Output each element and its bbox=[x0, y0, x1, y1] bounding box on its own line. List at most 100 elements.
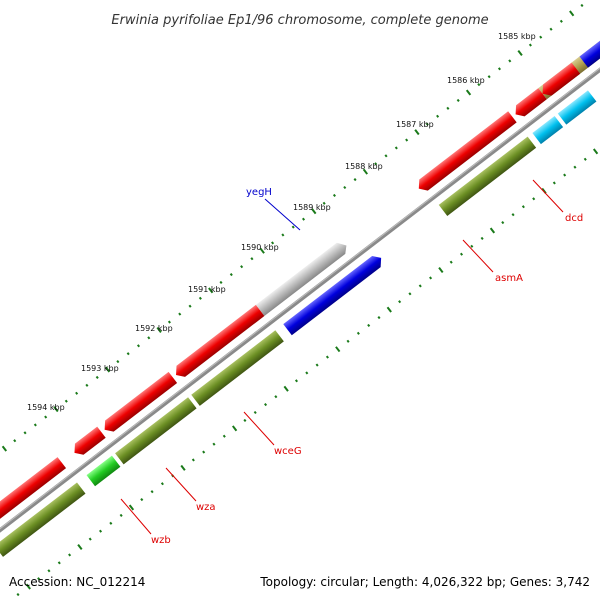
inner-tick-mark bbox=[150, 490, 154, 494]
outer-tick-mark bbox=[580, 3, 584, 8]
inner-tick-mark bbox=[274, 395, 278, 399]
tick-label-1586: 1586 kbp bbox=[447, 76, 485, 85]
outer-tick-mark bbox=[259, 247, 265, 254]
tick-label-1585: 1585 kbp bbox=[498, 32, 536, 41]
leader-wzb bbox=[120, 498, 152, 535]
gene-label-wzb: wzb bbox=[151, 535, 171, 546]
outer-tick-mark bbox=[508, 59, 512, 63]
gene-label-wza: wza bbox=[196, 502, 216, 513]
inner-tick-mark bbox=[335, 346, 341, 353]
inner-tick-mark bbox=[294, 379, 299, 383]
outer-tick-mark bbox=[126, 352, 130, 356]
inner-tick-mark bbox=[356, 331, 360, 335]
outer-tick-mark bbox=[456, 98, 460, 103]
outer-tick-mark bbox=[23, 431, 27, 435]
inner-tick-mark bbox=[386, 306, 392, 313]
outer-tick-mark bbox=[414, 129, 420, 136]
feature-blue-yegH bbox=[283, 256, 382, 336]
inner-tick-mark bbox=[541, 187, 547, 194]
tick-label-1589: 1589 kbp bbox=[293, 203, 331, 212]
inner-tick-mark bbox=[489, 227, 496, 234]
outer-tick-mark bbox=[374, 162, 378, 166]
tick-label-1588: 1588 kbp bbox=[345, 162, 383, 171]
outer-tick-mark bbox=[569, 10, 575, 17]
outer-tick-mark bbox=[136, 344, 141, 348]
outer-tick-mark bbox=[322, 201, 326, 205]
inner-tick-mark bbox=[470, 244, 474, 248]
inner-tick-mark bbox=[325, 355, 329, 359]
outer-tick-mark bbox=[44, 415, 48, 419]
inner-tick-mark bbox=[119, 513, 123, 517]
inner-tick-mark bbox=[37, 577, 41, 581]
feature-green-wzb bbox=[86, 455, 121, 487]
inner-tick-mark bbox=[88, 537, 92, 541]
outer-tick-mark bbox=[497, 67, 501, 71]
gene-leaders bbox=[120, 179, 564, 535]
inner-tick-mark bbox=[264, 403, 268, 407]
outer-tick-mark bbox=[311, 208, 317, 215]
outer-tick-mark bbox=[281, 233, 285, 237]
inner-tick-mark bbox=[573, 165, 577, 169]
outer-tick-mark bbox=[64, 399, 68, 403]
outer-tick-row bbox=[1, 3, 584, 452]
feature-red-wceG bbox=[176, 304, 265, 377]
inner-tick-mark bbox=[305, 371, 309, 375]
inner-tick-mark bbox=[552, 181, 556, 185]
feature-red-dcd-a bbox=[515, 88, 547, 117]
outer-tick-mark bbox=[188, 304, 192, 308]
chromosome-backbone-highlight bbox=[0, 36, 600, 562]
outer-tick-mark bbox=[95, 375, 99, 379]
outer-tick-mark bbox=[539, 35, 543, 39]
inner-tick-mark bbox=[563, 173, 567, 177]
inner-tick-mark bbox=[47, 569, 51, 573]
outer-tick-mark bbox=[85, 383, 89, 387]
outer-tick-mark bbox=[405, 138, 409, 142]
outer-tick-mark bbox=[332, 193, 336, 197]
inner-tick-mark bbox=[408, 292, 412, 296]
gene-label-wceG: wceG bbox=[274, 446, 302, 457]
inner-tick-mark bbox=[398, 300, 402, 304]
outer-tick-mark bbox=[549, 27, 553, 31]
inner-tick-mark bbox=[68, 553, 72, 557]
tick-label-1594: 1594 kbp bbox=[27, 403, 65, 412]
feature-red-asmA bbox=[418, 111, 517, 191]
outer-tick-mark bbox=[33, 423, 37, 427]
leader-wceG bbox=[243, 411, 275, 446]
feature-cyan-b bbox=[557, 90, 597, 125]
outer-tick-mark bbox=[343, 185, 347, 190]
map-title: Erwinia pyrifoliae Ep1/96 chromosome, co… bbox=[111, 13, 488, 28]
inner-tick-mark bbox=[77, 544, 83, 551]
inner-tick-mark bbox=[377, 315, 381, 320]
gene-label-asmA: asmA bbox=[495, 273, 523, 284]
outer-tick-mark bbox=[198, 296, 202, 300]
outer-tick-mark bbox=[167, 320, 171, 324]
feature-gray-pseudogene bbox=[255, 242, 347, 316]
genome-summary-text: Topology: circular; Length: 4,026,322 bp… bbox=[259, 575, 590, 589]
feature-blue-top bbox=[579, 28, 600, 68]
outer-tick-mark bbox=[13, 439, 17, 443]
leader-yegH bbox=[264, 198, 301, 231]
accession-text: Accession: NC_012214 bbox=[9, 575, 145, 589]
outer-tick-mark bbox=[271, 241, 275, 245]
inner-tick-mark bbox=[532, 197, 536, 201]
inner-tick-row bbox=[16, 148, 599, 597]
outer-tick-mark bbox=[208, 287, 214, 294]
inner-tick-mark bbox=[243, 418, 247, 422]
inner-tick-mark bbox=[592, 148, 599, 155]
outer-tick-mark bbox=[219, 280, 223, 285]
inner-tick-mark bbox=[480, 236, 484, 240]
outer-tick-mark bbox=[291, 225, 295, 229]
outer-tick-mark bbox=[1, 445, 8, 452]
gene-label-dcd: dcd bbox=[565, 213, 583, 224]
inner-tick-mark bbox=[212, 442, 216, 446]
outer-tick-mark bbox=[147, 336, 151, 340]
outer-tick-mark bbox=[229, 272, 233, 277]
inner-tick-mark bbox=[367, 323, 371, 328]
inner-tick-mark bbox=[315, 363, 319, 367]
inner-tick-mark bbox=[109, 521, 113, 525]
outer-tick-mark bbox=[477, 83, 481, 87]
feature-olive-asmA bbox=[438, 136, 537, 216]
inner-tick-mark bbox=[346, 339, 350, 343]
tick-label-1591: 1591 kbp bbox=[188, 285, 226, 294]
outer-tick-mark bbox=[517, 49, 523, 56]
